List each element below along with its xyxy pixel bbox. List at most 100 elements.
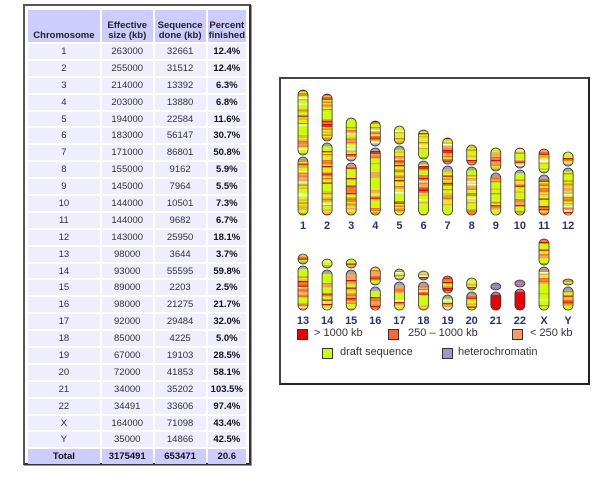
chromosome-arm-outline: [345, 162, 357, 216]
cell-effective-size: 92000: [101, 314, 153, 330]
cell-sequence-done: 7964: [154, 179, 206, 195]
table-row: 18 85000 4225 5.0%: [28, 331, 246, 347]
chromosome-arm-outline: [369, 286, 381, 311]
chromosome-label: 2: [324, 220, 330, 232]
cell-percent-finished: 103.5%: [207, 381, 246, 397]
cell-effective-size: 98000: [101, 297, 153, 313]
chromosome-arm-outline: [538, 238, 550, 266]
table-row: 9 145000 7964 5.5%: [28, 179, 246, 195]
chromosome-label: 7: [445, 220, 451, 232]
cell-effective-size: 98000: [101, 246, 153, 262]
cell-effective-size: 194000: [101, 111, 153, 127]
chromosome-arm-outline: [369, 120, 381, 147]
cell-chromosome: 16: [28, 297, 100, 313]
cell-percent-finished: 5.0%: [207, 331, 246, 347]
cell-chromosome: 15: [28, 280, 100, 296]
chromosome-11: [539, 149, 549, 215]
cell-sequence-done: 55595: [154, 263, 206, 279]
cell-chromosome: 2: [28, 60, 100, 76]
chromosome-label: 17: [393, 315, 405, 327]
chromosome-15: [346, 259, 357, 310]
cell-percent-finished: 43.4%: [207, 415, 246, 431]
chromosome-arm-outline: [514, 279, 526, 288]
chromosome-arm-outline: [562, 151, 574, 167]
chromosome-10: [514, 148, 525, 215]
chromosome-label: 13: [297, 315, 309, 327]
cell-chromosome: 6: [28, 128, 100, 144]
cell-chromosome: 21: [28, 381, 100, 397]
chromosome-arm-outline: [321, 93, 333, 142]
chromosome-22: [514, 280, 525, 310]
cell-sequence-done: 32661: [154, 44, 206, 59]
chromosome-12: [563, 152, 574, 215]
table-row: 20 72000 41853 58.1%: [28, 364, 246, 380]
chromosome-label: Y: [564, 315, 572, 327]
table-row: 13 98000 3644 3.7%: [28, 246, 246, 262]
chromosome-ideogram-panel: 1 2 3 4 5 6 7 8 9 10 11 12 13 14 15 16 17 18 19 20 21 22 X Y > …: [279, 77, 590, 385]
chromosome-label: 5: [396, 220, 402, 232]
table-total-row: Total 3175491 653471 20.6: [28, 449, 246, 465]
cell-effective-size: 263000: [101, 44, 153, 59]
chromosome-arm-outline: [418, 129, 429, 160]
chromosome-arm-outline: [562, 167, 574, 216]
cell-chromosome: 7: [28, 145, 100, 161]
total-effective-size: 3175491: [101, 449, 153, 465]
total-sequence-done: 653471: [154, 449, 206, 465]
cell-percent-finished: 59.8%: [207, 263, 246, 279]
chromosome-arm-outline: [490, 291, 502, 311]
chromosome-arm-outline: [538, 174, 550, 216]
chromosome-label: 6: [420, 220, 426, 232]
legend-swatch-250-1000kb: [388, 329, 399, 340]
cell-percent-finished: 7.3%: [207, 196, 246, 211]
cell-percent-finished: 42.5%: [207, 432, 246, 448]
cell-sequence-done: 9162: [154, 162, 206, 178]
cell-chromosome: 22: [28, 398, 100, 414]
cell-sequence-done: 41853: [154, 364, 206, 380]
chromosome-arm-outline: [418, 281, 429, 311]
table-row: 8 155000 9162 5.9%: [28, 162, 246, 178]
table-row: 1 263000 32661 12.4%: [28, 44, 246, 59]
chromosome-3: [346, 118, 357, 215]
total-chromosome: Total: [28, 449, 100, 465]
chromosome-arm-outline: [297, 156, 309, 216]
cell-effective-size: 67000: [101, 348, 153, 363]
chromosome-arm-outline: [369, 147, 381, 216]
cell-chromosome: X: [28, 415, 100, 431]
cell-percent-finished: 12.4%: [207, 60, 246, 76]
table-row: 15 89000 2203 2.5%: [28, 280, 246, 296]
chromosome-7: [442, 138, 453, 215]
chromosome-5: [394, 126, 405, 215]
chromosome-arm-outline: [394, 281, 405, 311]
chromosome-17: [394, 269, 405, 310]
chromosome-arm-outline: [321, 258, 333, 269]
chromosome-label: 16: [369, 315, 381, 327]
table-row: 14 93000 55595 59.8%: [28, 263, 246, 279]
chromosome-arm-outline: [297, 253, 309, 265]
chromosome-arm-outline: [466, 277, 478, 291]
table-row: 22 34491 33606 97.4%: [28, 398, 246, 414]
cell-chromosome: Y: [28, 432, 100, 448]
cell-chromosome: 18: [28, 331, 100, 347]
cell-effective-size: 72000: [101, 364, 153, 380]
cell-chromosome: 10: [28, 196, 100, 211]
table-row: 10 144000 10501 7.3%: [28, 196, 246, 211]
cell-chromosome: 5: [28, 111, 100, 127]
chromosome-label: 1: [300, 220, 306, 232]
cell-effective-size: 255000: [101, 60, 153, 76]
table-header-row: Chromosome Effective size (kb) Sequence …: [28, 10, 246, 42]
cell-chromosome: 14: [28, 263, 100, 279]
table-row: 6 183000 56147 30.7%: [28, 128, 246, 144]
chromosome-arm-outline: [514, 288, 526, 311]
cell-chromosome: 13: [28, 246, 100, 262]
cell-percent-finished: 5.5%: [207, 179, 246, 195]
chromosome-1: [298, 90, 308, 215]
cell-sequence-done: 9682: [154, 212, 206, 228]
cell-percent-finished: 58.1%: [207, 364, 246, 380]
cell-percent-finished: 30.7%: [207, 128, 246, 144]
chromosome-label: 18: [417, 315, 429, 327]
cell-sequence-done: 31512: [154, 60, 206, 76]
table-row: Y 35000 14866 42.5%: [28, 432, 246, 448]
sequence-status-table-frame: Chromosome Effective size (kb) Sequence …: [23, 4, 251, 465]
chromosome-label: X: [540, 315, 548, 327]
chromosome-arm-outline: [514, 147, 526, 169]
